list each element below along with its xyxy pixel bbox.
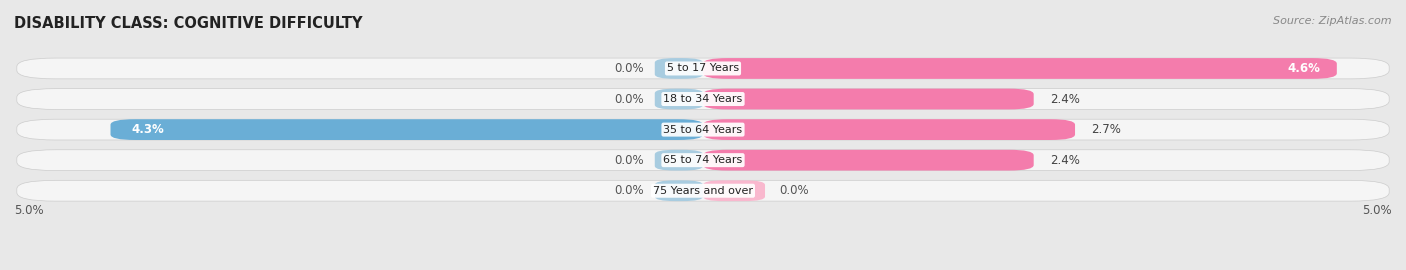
FancyBboxPatch shape [703,58,1337,79]
Text: 75 Years and over: 75 Years and over [652,186,754,196]
Text: 0.0%: 0.0% [614,93,644,106]
FancyBboxPatch shape [655,89,703,109]
Text: 35 to 64 Years: 35 to 64 Years [664,124,742,135]
FancyBboxPatch shape [655,58,703,79]
Text: 2.7%: 2.7% [1091,123,1122,136]
Text: 18 to 34 Years: 18 to 34 Years [664,94,742,104]
Text: 5.0%: 5.0% [1362,204,1392,217]
Text: 5.0%: 5.0% [14,204,44,217]
Text: 2.4%: 2.4% [1050,93,1080,106]
FancyBboxPatch shape [703,180,765,201]
FancyBboxPatch shape [655,180,703,201]
Text: 65 to 74 Years: 65 to 74 Years [664,155,742,165]
Text: 4.3%: 4.3% [131,123,165,136]
FancyBboxPatch shape [703,119,1076,140]
FancyBboxPatch shape [17,150,1389,171]
Text: 0.0%: 0.0% [614,62,644,75]
Text: 0.0%: 0.0% [614,184,644,197]
Text: Source: ZipAtlas.com: Source: ZipAtlas.com [1274,16,1392,26]
Text: 0.0%: 0.0% [614,154,644,167]
FancyBboxPatch shape [17,58,1389,79]
Text: 2.4%: 2.4% [1050,154,1080,167]
FancyBboxPatch shape [17,89,1389,109]
Text: 4.6%: 4.6% [1288,62,1320,75]
Text: DISABILITY CLASS: COGNITIVE DIFFICULTY: DISABILITY CLASS: COGNITIVE DIFFICULTY [14,16,363,31]
Text: 0.0%: 0.0% [779,184,808,197]
FancyBboxPatch shape [111,119,703,140]
FancyBboxPatch shape [17,119,1389,140]
FancyBboxPatch shape [703,150,1033,171]
FancyBboxPatch shape [655,150,703,171]
Text: 5 to 17 Years: 5 to 17 Years [666,63,740,73]
FancyBboxPatch shape [703,89,1033,109]
FancyBboxPatch shape [17,180,1389,201]
